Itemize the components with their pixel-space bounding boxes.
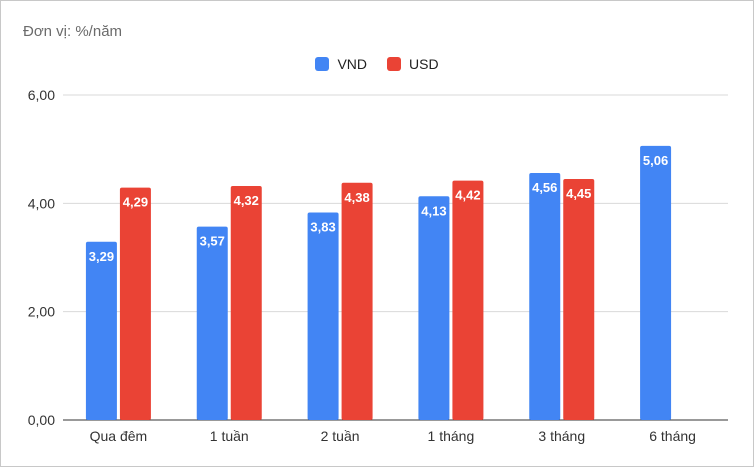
- legend-label-vnd: VND: [337, 56, 367, 72]
- bar-vnd: [640, 145, 672, 420]
- y-tick-label: 6,00: [28, 87, 55, 103]
- data-label-usd: 4,42: [455, 188, 480, 203]
- x-tick-label: Qua đêm: [90, 428, 148, 444]
- legend-swatch-vnd: [315, 57, 330, 71]
- x-tick-label: 3 tháng: [538, 428, 585, 444]
- data-label-vnd: 3,83: [310, 220, 335, 235]
- data-label-vnd: 4,56: [532, 180, 557, 195]
- legend-item-vnd: VND: [315, 56, 367, 72]
- bar-usd: [341, 182, 373, 420]
- data-label-vnd: 3,57: [200, 234, 225, 249]
- bar-vnd: [85, 241, 117, 420]
- y-tick-label: 4,00: [28, 195, 55, 211]
- bar-vnd: [307, 212, 339, 420]
- bar-vnd: [529, 173, 561, 420]
- data-label-usd: 4,32: [234, 193, 259, 208]
- legend-swatch-usd: [387, 57, 401, 71]
- legend-item-usd: USD: [387, 56, 439, 72]
- bar-usd: [119, 187, 151, 420]
- legend-label-usd: USD: [409, 56, 439, 72]
- data-label-vnd: 5,06: [643, 153, 668, 168]
- data-label-vnd: 4,13: [421, 203, 446, 218]
- x-tick-label: 1 tuần: [210, 428, 249, 444]
- x-tick-label: 6 tháng: [649, 428, 696, 444]
- data-label-usd: 4,45: [566, 186, 591, 201]
- bar-vnd: [418, 196, 450, 420]
- y-tick-label: 2,00: [28, 304, 55, 320]
- data-label-usd: 4,38: [344, 190, 369, 205]
- bar-usd: [452, 180, 484, 420]
- data-label-vnd: 3,29: [89, 249, 114, 264]
- bar-vnd: [196, 226, 228, 420]
- bar-usd: [563, 178, 595, 420]
- x-tick-label: 1 tháng: [428, 428, 475, 444]
- data-label-usd: 4,29: [123, 195, 148, 210]
- legend: VND USD: [1, 56, 753, 72]
- unit-label: Đơn vị: %/năm: [23, 23, 123, 40]
- x-tick-label: 2 tuần: [321, 428, 360, 444]
- bar-usd: [230, 186, 262, 420]
- y-tick-label: 0,00: [28, 412, 55, 428]
